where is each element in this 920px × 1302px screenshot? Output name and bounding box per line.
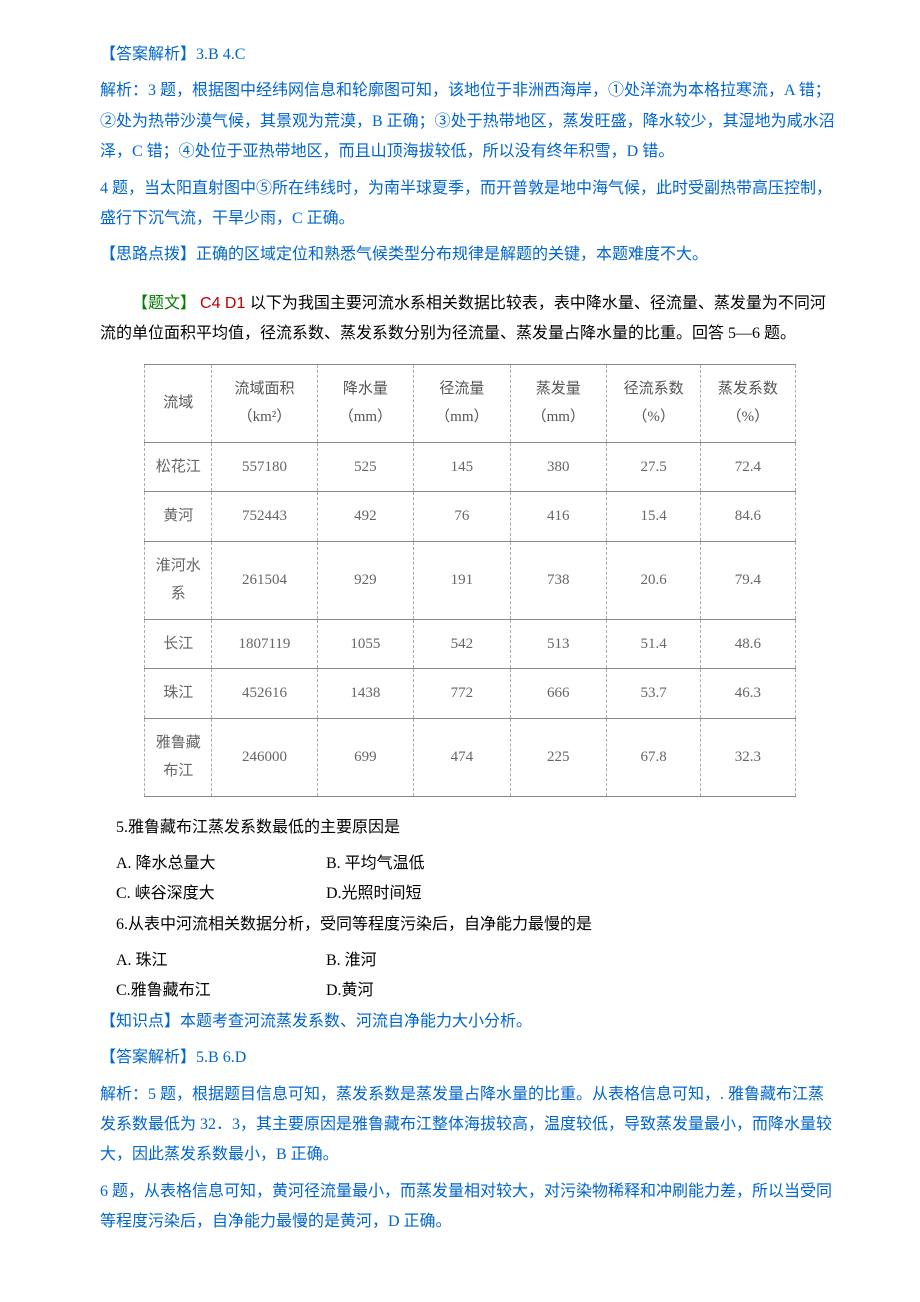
exp-label: 解析： <box>100 1086 148 1103</box>
table-row: 长江1807119105554251351.448.6 <box>145 619 795 669</box>
exp-label: 解析： <box>100 82 148 99</box>
question-tags: C4 D1 <box>200 295 250 312</box>
q6-opt-c: C.雅鲁藏布江 <box>100 976 310 1006</box>
tip-label: 【思路点拨】 <box>100 246 196 263</box>
q5-opt-b: B. 平均气温低 <box>310 849 425 879</box>
table-row: 雅鲁藏布江24600069947422567.832.3 <box>145 718 795 796</box>
q6-opt-b: B. 淮河 <box>310 946 377 976</box>
answer-text: 5.B 6.D <box>196 1049 246 1066</box>
q6-opt-a: A. 珠江 <box>100 946 310 976</box>
q6-stem: 6.从表中河流相关数据分析，受同等程度污染后，自净能力最慢的是 <box>100 910 840 940</box>
tip-text: 正确的区域定位和熟悉气候类型分布规律是解题的关键，本题难度不大。 <box>196 246 708 263</box>
col-runoff: 径流量（mm） <box>414 364 510 442</box>
q4-text: 当太阳直射图中⑤所在纬线时，为南半球夏季，而开普敦是地中海气候，此时受副热带高压… <box>100 180 832 227</box>
title-label: 【题文】 <box>132 295 196 312</box>
q5-stem: 5.雅鲁藏布江蒸发系数最低的主要原因是 <box>100 813 840 843</box>
table-row: 淮河水系26150492919173820.679.4 <box>145 541 795 619</box>
q5-opt-c: C. 峡谷深度大 <box>100 879 310 909</box>
answer-analysis-2: 【答案解析】5.B 6.D <box>100 1043 840 1073</box>
q5-opt-d: D.光照时间短 <box>310 879 422 909</box>
col-runoff-coef: 径流系数（%） <box>606 364 700 442</box>
col-precip: 降水量（mm） <box>317 364 413 442</box>
answer-text: 3.B 4.C <box>196 46 245 63</box>
table-row: 松花江55718052514538027.572.4 <box>145 442 795 492</box>
explanation-3: 解析：3 题，根据图中经纬网信息和轮廓图可知，该地位于非洲西海岸，①处洋流为本格… <box>100 76 840 167</box>
question-intro: 【题文】 C4 D1 以下为我国主要河流水系相关数据比较表，表中降水量、径流量、… <box>100 289 840 350</box>
q5-exp-text: 根据题目信息可知，蒸发系数是蒸发量占降水量的比重。从表格信息可知，. 雅鲁藏布江… <box>100 1086 832 1164</box>
explanation-4: 4 题，当太阳直射图中⑤所在纬线时，为南半球夏季，而开普敦是地中海气候，此时受副… <box>100 174 840 235</box>
tip-1: 【思路点拨】正确的区域定位和熟悉气候类型分布规律是解题的关键，本题难度不大。 <box>100 240 840 270</box>
kp-text: 本题考查河流蒸发系数、河流自净能力大小分析。 <box>180 1013 532 1030</box>
table-header-row: 流域 流域面积（km²） 降水量（mm） 径流量（mm） 蒸发量（mm） 径流系… <box>145 364 795 442</box>
table-row: 珠江452616143877266653.746.3 <box>145 669 795 719</box>
answer-label: 【答案解析】 <box>100 1049 196 1066</box>
q4-label: 4 题， <box>100 180 144 197</box>
q6-label: 6 题， <box>100 1183 144 1200</box>
answer-analysis-1: 【答案解析】3.B 4.C <box>100 40 840 70</box>
q3-text: 根据图中经纬网信息和轮廓图可知，该地位于非洲西海岸，①处洋流为本格拉寒流，A 错… <box>100 82 835 160</box>
col-evap-coef: 蒸发系数（%） <box>701 364 795 442</box>
table-row: 黄河7524434927641615.484.6 <box>145 492 795 542</box>
explanation-5: 解析：5 题，根据题目信息可知，蒸发系数是蒸发量占降水量的比重。从表格信息可知，… <box>100 1080 840 1171</box>
q5-opt-a: A. 降水总量大 <box>100 849 310 879</box>
col-area: 流域面积（km²） <box>212 364 317 442</box>
kp-label: 【知识点】 <box>100 1013 180 1030</box>
col-evap: 蒸发量（mm） <box>510 364 606 442</box>
answer-label: 【答案解析】 <box>100 46 196 63</box>
river-data-table: 流域 流域面积（km²） 降水量（mm） 径流量（mm） 蒸发量（mm） 径流系… <box>144 364 795 797</box>
q5-label: 5 题， <box>148 1086 192 1103</box>
q6-exp-text: 从表格信息可知，黄河径流量最小，而蒸发量相对较大，对污染物稀释和冲刷能力差，所以… <box>100 1183 832 1230</box>
col-basin: 流域 <box>145 364 212 442</box>
q6-opt-d: D.黄河 <box>310 976 374 1006</box>
q3-label: 3 题， <box>148 82 192 99</box>
explanation-6: 6 题，从表格信息可知，黄河径流量最小，而蒸发量相对较大，对污染物稀释和冲刷能力… <box>100 1177 840 1238</box>
knowledge-point: 【知识点】本题考查河流蒸发系数、河流自净能力大小分析。 <box>100 1007 840 1037</box>
